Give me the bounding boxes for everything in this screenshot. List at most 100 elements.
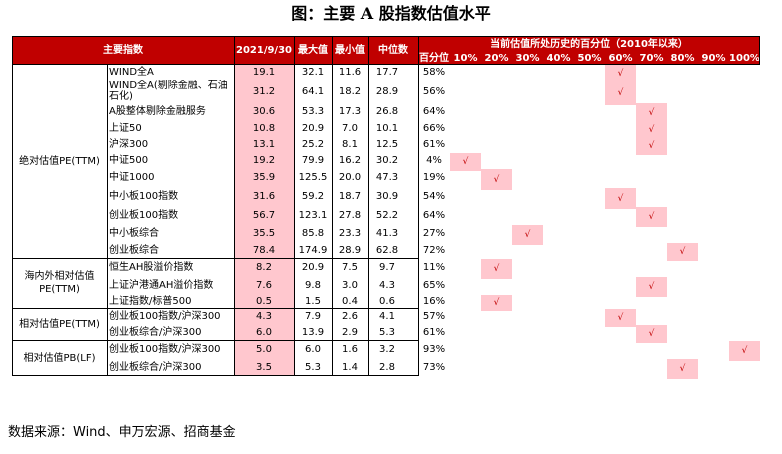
check-mark: √	[481, 169, 512, 190]
header-date: 2021/9/30	[234, 36, 294, 64]
index-name: 上证沪港通AH溢价指数	[109, 279, 214, 291]
grid-line	[234, 36, 235, 376]
percentile-value: 11%	[422, 261, 446, 273]
grid-line	[12, 36, 760, 37]
check-mark: √	[636, 325, 667, 343]
min-value: 18.2	[338, 85, 362, 97]
percentile-value: 57%	[422, 310, 446, 322]
source-note: 数据来源：Wind、申万宏源、招商基金	[8, 425, 236, 440]
percentile-value: 64%	[422, 105, 446, 117]
min-value: 11.6	[338, 66, 362, 78]
min-value: 16.2	[338, 154, 362, 166]
check-mark: √	[729, 341, 760, 361]
header-bucket: 80%	[667, 52, 698, 64]
check-mark: √	[605, 65, 636, 83]
median-value: 17.7	[375, 66, 399, 78]
percentile-value: 16%	[422, 295, 446, 307]
check-mark: √	[636, 103, 667, 123]
max-value: 5.3	[305, 361, 321, 373]
median-value: 3.2	[379, 343, 395, 355]
median-value: 12.5	[375, 138, 399, 150]
current-value: 13.1	[234, 136, 294, 152]
percentile-value: 27%	[422, 227, 446, 239]
grid-line	[12, 308, 418, 309]
index-name: A股整体剔除金融服务	[109, 105, 206, 117]
grid-line	[418, 36, 419, 376]
current-value: 3.5	[234, 358, 294, 376]
check-mark: √	[636, 277, 667, 297]
current-value: 78.4	[234, 242, 294, 258]
check-mark: √	[481, 295, 512, 311]
current-value: 35.9	[234, 168, 294, 187]
header-bucket: 50%	[574, 52, 605, 64]
current-value: 31.2	[234, 80, 294, 102]
group-label: 相对估值PB(LF)	[23, 352, 96, 364]
max-value: 64.1	[301, 85, 325, 97]
check-mark: √	[605, 188, 636, 209]
min-value: 7.5	[342, 261, 358, 273]
index-name: 创业板100指数	[109, 209, 179, 221]
grid-line	[332, 36, 333, 376]
grid-line	[12, 340, 418, 341]
header-bucket: 70%	[636, 52, 667, 64]
min-value: 28.9	[338, 244, 362, 256]
median-value: 0.6	[379, 295, 395, 307]
max-value: 125.5	[298, 172, 328, 183]
max-value: 9.8	[305, 279, 321, 291]
grid-line	[12, 64, 760, 65]
header-bucket: 20%	[481, 52, 512, 64]
group-label: 海内外相对估值PE(TTM)	[24, 271, 95, 295]
max-value: 7.9	[305, 310, 321, 322]
percentile-value: 66%	[422, 122, 446, 134]
min-value: 3.0	[342, 279, 358, 291]
current-value: 10.8	[234, 120, 294, 136]
median-value: 5.3	[379, 326, 395, 338]
min-value: 7.0	[342, 122, 358, 134]
current-value: 6.0	[234, 324, 294, 340]
percentile-value: 56%	[422, 85, 446, 97]
max-value: 79.9	[301, 154, 325, 166]
index-name: 创业板综合/沪深300	[109, 361, 202, 373]
median-value: 4.1	[379, 310, 395, 322]
index-name: 创业板综合	[109, 244, 159, 256]
median-value: 28.9	[375, 85, 399, 97]
min-value: 18.7	[338, 191, 362, 202]
median-value: 26.8	[375, 105, 399, 117]
grid-line	[12, 258, 418, 259]
max-value: 20.9	[301, 261, 325, 273]
header-bucket: 90%	[698, 52, 729, 64]
header-span: 当前估值所处历史的百分位（2010年以来）	[418, 36, 760, 52]
min-value: 23.3	[338, 227, 362, 239]
median-value: 9.7	[379, 261, 395, 273]
min-value: 1.6	[342, 343, 358, 355]
index-name: 中证1000	[109, 172, 155, 183]
header-bucket: 40%	[543, 52, 574, 64]
check-mark: √	[512, 225, 543, 245]
group-label: 相对估值PE(TTM)	[19, 318, 100, 330]
header-pct: 百分位	[418, 52, 450, 64]
index-name: 中小板100指数	[109, 191, 179, 202]
min-value: 8.1	[342, 138, 358, 150]
check-mark: √	[481, 259, 512, 279]
median-value: 30.2	[375, 154, 399, 166]
median-value: 52.2	[375, 209, 399, 221]
max-value: 32.1	[301, 66, 325, 78]
min-value: 1.4	[342, 361, 358, 373]
current-value: 19.2	[234, 152, 294, 168]
check-mark: √	[667, 243, 698, 261]
index-name: 上证50	[109, 122, 142, 134]
percentile-value: 19%	[422, 172, 446, 183]
min-value: 27.8	[338, 209, 362, 221]
grid-line	[759, 36, 760, 64]
current-value: 31.6	[234, 187, 294, 206]
check-mark: √	[667, 359, 698, 379]
index-name: 创业板100指数/沪深300	[109, 310, 221, 322]
header-bucket: 30%	[512, 52, 543, 64]
header-median: 中位数	[368, 36, 418, 64]
header-max: 最大值	[294, 36, 332, 64]
index-name: 创业板综合/沪深300	[109, 326, 202, 338]
max-value: 174.9	[298, 244, 328, 256]
percentile-value: 93%	[422, 343, 446, 355]
index-name: WIND全A	[109, 66, 154, 78]
current-value: 56.7	[234, 206, 294, 224]
